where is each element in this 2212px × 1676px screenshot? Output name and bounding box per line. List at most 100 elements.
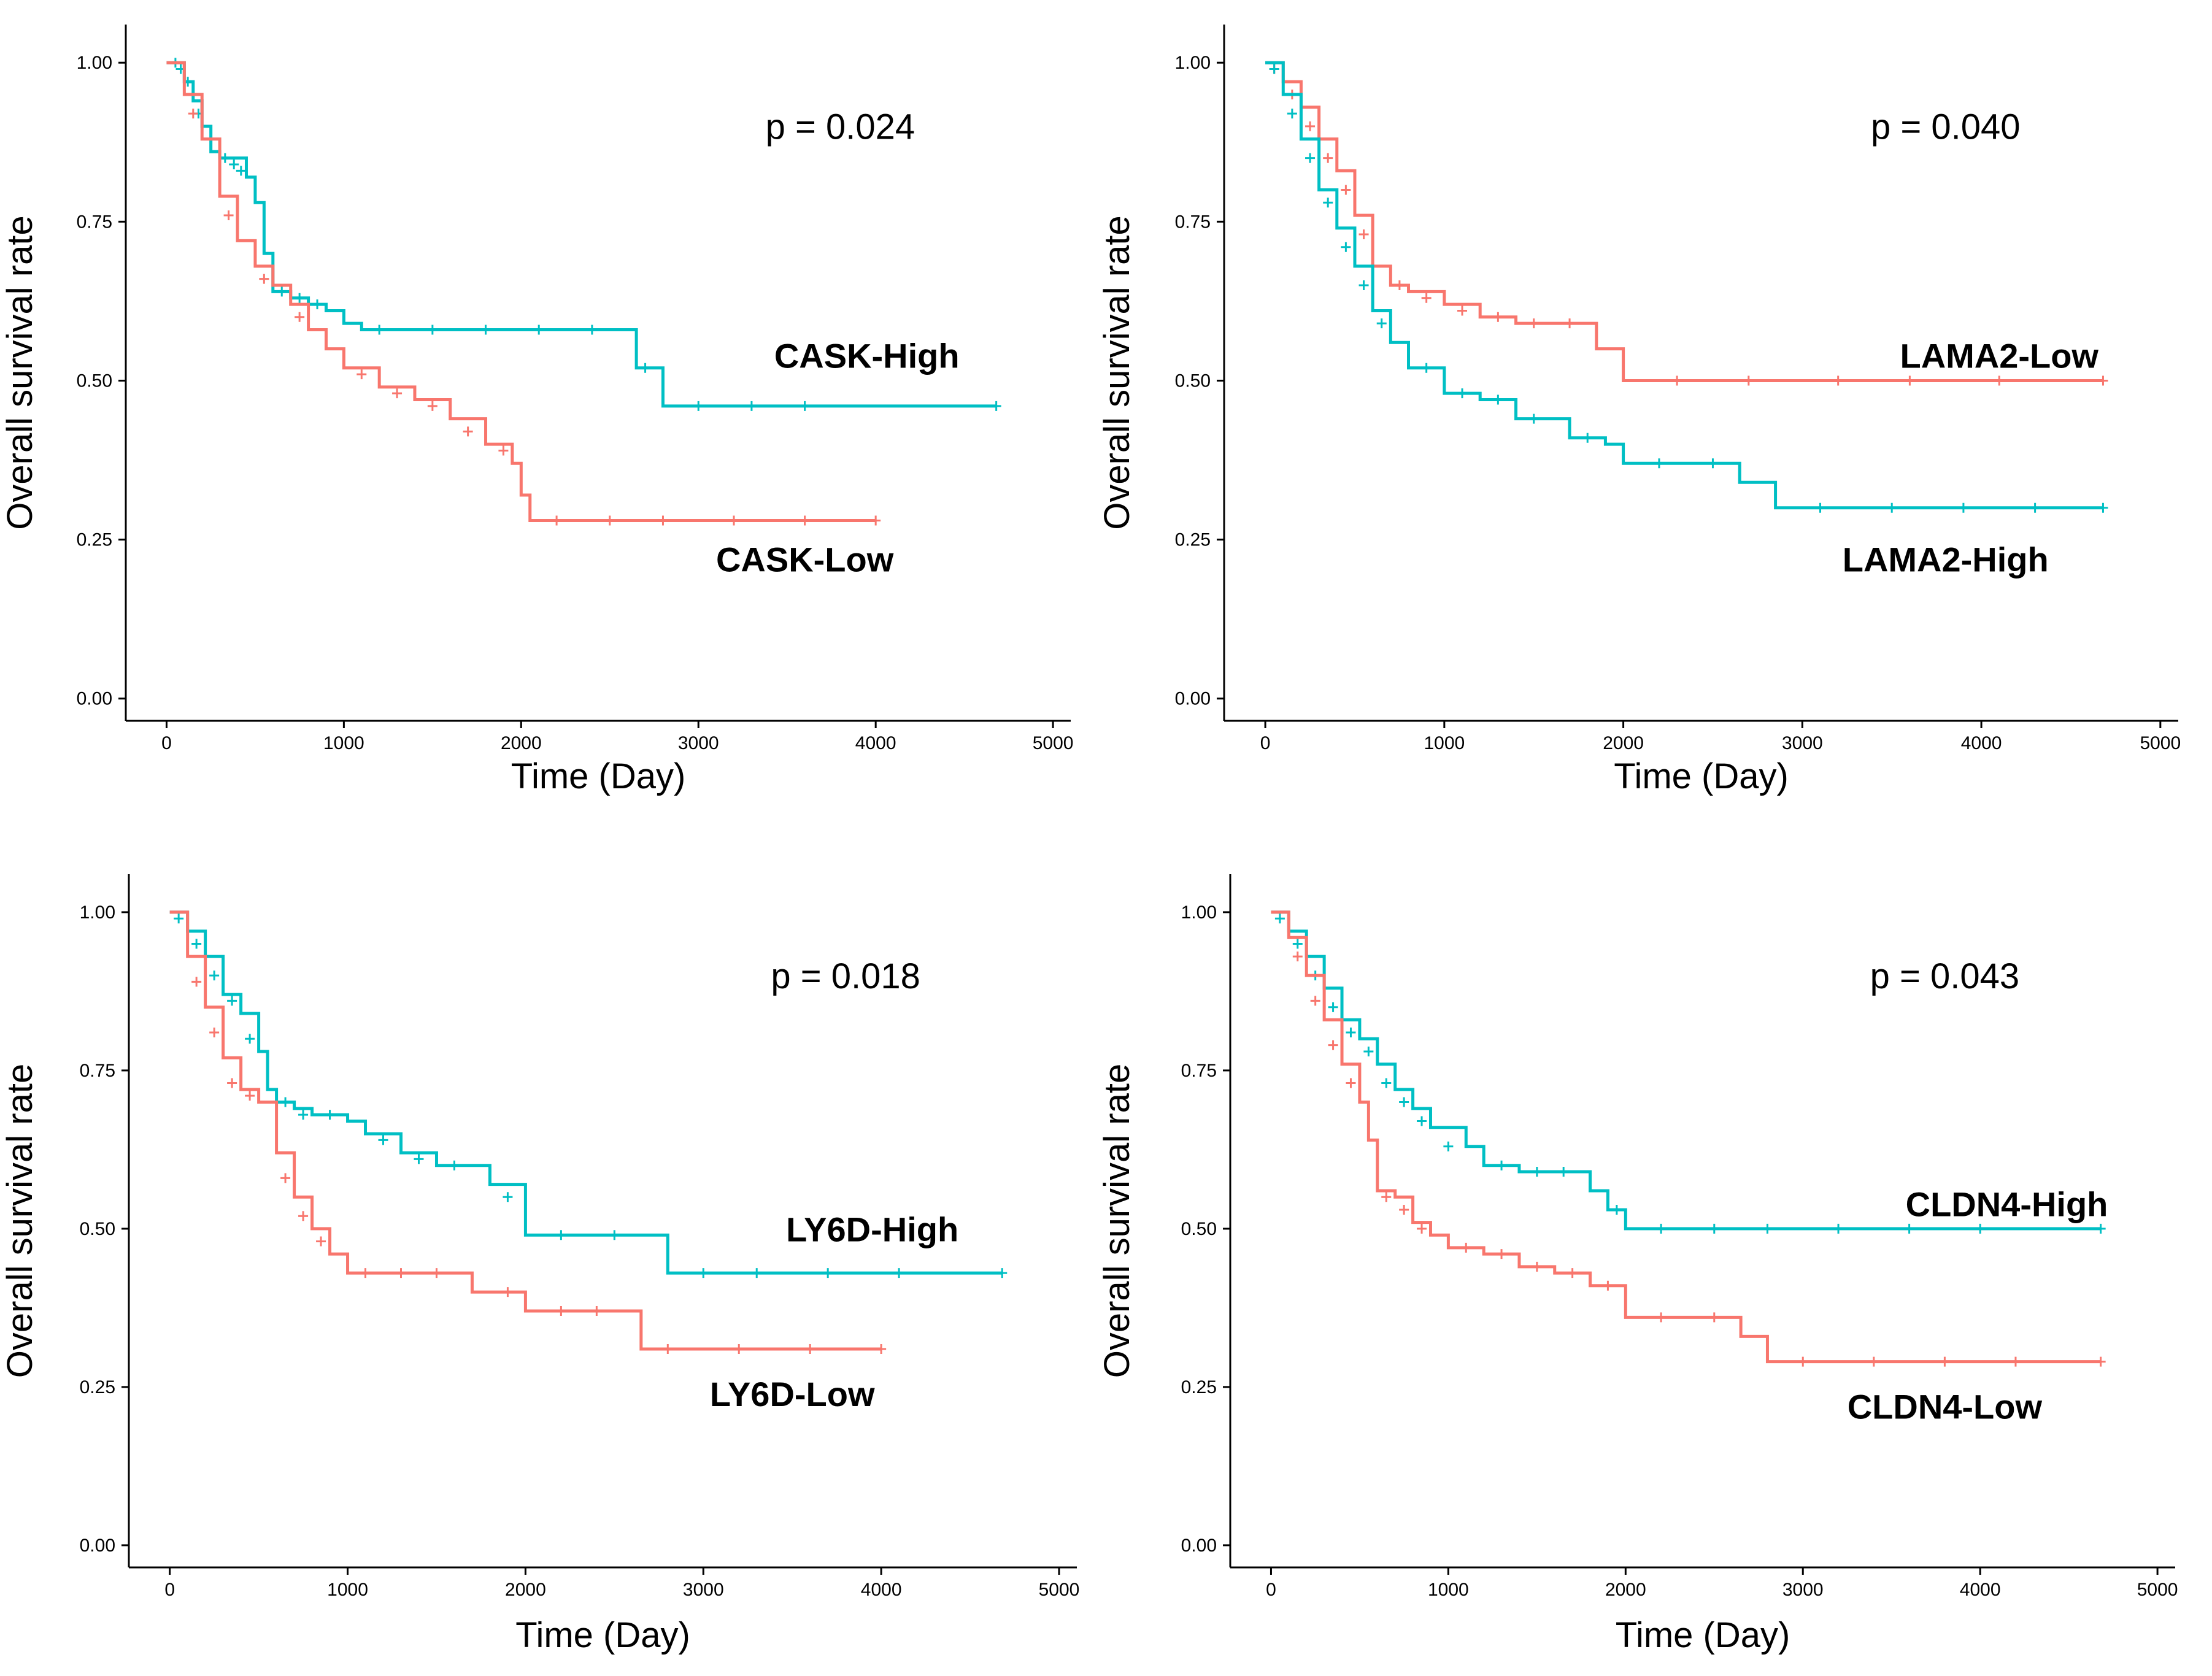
censor-mark	[1399, 1097, 1409, 1107]
y-tick-label: 1.00	[1175, 53, 1211, 73]
censor-mark	[1656, 1312, 1667, 1323]
censor-marks-cldn4-low	[1292, 951, 2106, 1367]
censor-mark	[1341, 242, 1351, 252]
y-tick-label: 1.00	[77, 53, 112, 73]
censor-mark	[1497, 1249, 1507, 1259]
censor-mark	[534, 325, 544, 335]
x-tick-label: 3000	[1782, 1580, 1824, 1600]
censor-mark	[1457, 388, 1468, 399]
y-tick-label: 1.00	[80, 902, 115, 923]
censor-mark	[374, 325, 385, 335]
censor-mark	[360, 1268, 371, 1278]
censor-mark	[1762, 1223, 1773, 1234]
p-value-label: p = 0.040	[1871, 107, 2021, 147]
censor-mark	[800, 401, 810, 411]
x-tick-label: 4000	[861, 1580, 902, 1600]
x-tick-label: 2000	[1603, 733, 1644, 753]
censor-marks-ly6d-high	[174, 913, 1008, 1278]
censor-mark	[1709, 1223, 1719, 1234]
survival-curve-lama2-low	[1265, 61, 2103, 382]
group-label-cldn4-low: CLDN4-Low	[1848, 1387, 2043, 1426]
censor-mark	[295, 312, 305, 322]
censor-mark	[229, 160, 239, 170]
y-tick-label: 0.50	[80, 1219, 115, 1239]
censor-mark	[640, 363, 650, 373]
censor-mark	[414, 1154, 424, 1164]
censor-mark	[427, 401, 437, 411]
censor-mark	[1421, 293, 1432, 303]
censor-mark	[227, 1078, 237, 1088]
censor-mark	[2095, 1356, 2106, 1367]
group-label-lama2-low: LAMA2-Low	[1900, 337, 2098, 375]
y-tick-label: 0.25	[1175, 530, 1211, 550]
censor-mark	[1743, 375, 1754, 386]
censor-mark	[1376, 318, 1387, 329]
censor-marks-lama2-high	[1269, 64, 2108, 513]
censor-mark	[2030, 502, 2040, 513]
censor-mark	[1532, 1167, 1542, 1177]
x-tick-label: 1000	[323, 733, 364, 753]
censor-mark	[503, 1287, 513, 1297]
censor-mark	[1833, 1223, 1844, 1234]
censor-mark	[277, 286, 287, 297]
censor-mark	[316, 1236, 326, 1247]
y-tick-label: 0.75	[1175, 212, 1211, 232]
censor-mark	[1798, 1356, 1808, 1367]
km-panel-1: 0 1000 2000 3000 4000 5000 0.00 0.25 0.50 0.75 1.0…	[0, 25, 1073, 796]
censor-mark	[1493, 394, 1503, 405]
censor-mark	[1417, 1116, 1427, 1126]
censor-mark	[1358, 229, 1369, 240]
censor-mark	[1559, 1167, 1569, 1177]
y-axis-title: Overall survival rate	[0, 1064, 40, 1378]
censor-mark	[1323, 153, 1333, 163]
y-tick-label: 0.00	[80, 1536, 115, 1556]
censor-mark	[1656, 1223, 1667, 1234]
censor-mark	[1341, 185, 1351, 195]
survival-curve-cask-low	[166, 61, 876, 522]
censor-mark	[698, 1268, 709, 1278]
survival-curve-cldn4-low	[1271, 910, 2101, 1364]
censor-mark	[1567, 1268, 1578, 1278]
censor-mark	[734, 1343, 744, 1354]
censor-mark	[227, 996, 237, 1006]
censor-mark	[209, 971, 220, 981]
x-axis-title: Time (Day)	[1614, 756, 1789, 796]
censor-mark	[1887, 502, 1897, 513]
censor-mark	[280, 1173, 291, 1183]
y-tick-label: 0.75	[1181, 1061, 1217, 1081]
censor-mark	[298, 1110, 309, 1120]
censor-mark	[431, 1268, 442, 1278]
km-panel-4: 0 1000 2000 3000 4000 5000 0.00 0.25 0.50 0.75 1.0…	[1097, 874, 2178, 1655]
censor-mark	[503, 1192, 513, 1202]
censor-mark	[592, 1306, 602, 1317]
censor-mark	[1287, 109, 1297, 119]
censor-mark	[1940, 1356, 1950, 1367]
censor-mark	[876, 1343, 887, 1354]
censor-mark	[1672, 375, 1682, 386]
censor-mark	[463, 426, 473, 437]
censor-mark	[191, 939, 202, 949]
censor-mark	[729, 515, 739, 526]
censor-mark	[587, 325, 597, 335]
censor-mark	[752, 1268, 762, 1278]
y-tick-label: 0.00	[1181, 1536, 1217, 1556]
y-axis-title: Overall survival rate	[0, 215, 40, 529]
censor-mark	[220, 153, 230, 163]
x-tick-label: 3000	[1782, 733, 1823, 753]
group-label-cask-high: CASK-High	[774, 337, 960, 375]
censor-mark	[1358, 280, 1369, 290]
censor-mark	[1305, 121, 1316, 131]
censor-mark	[295, 293, 305, 303]
censor-mark	[658, 515, 668, 526]
censor-mark	[800, 515, 810, 526]
y-tick-label: 0.25	[77, 530, 112, 550]
censor-mark	[259, 274, 269, 284]
censor-mark	[556, 1230, 566, 1240]
censor-mark	[356, 369, 367, 380]
censor-mark	[1708, 458, 1718, 469]
censor-mark	[1310, 996, 1320, 1006]
censor-mark	[312, 299, 323, 310]
censor-mark	[245, 1034, 255, 1044]
